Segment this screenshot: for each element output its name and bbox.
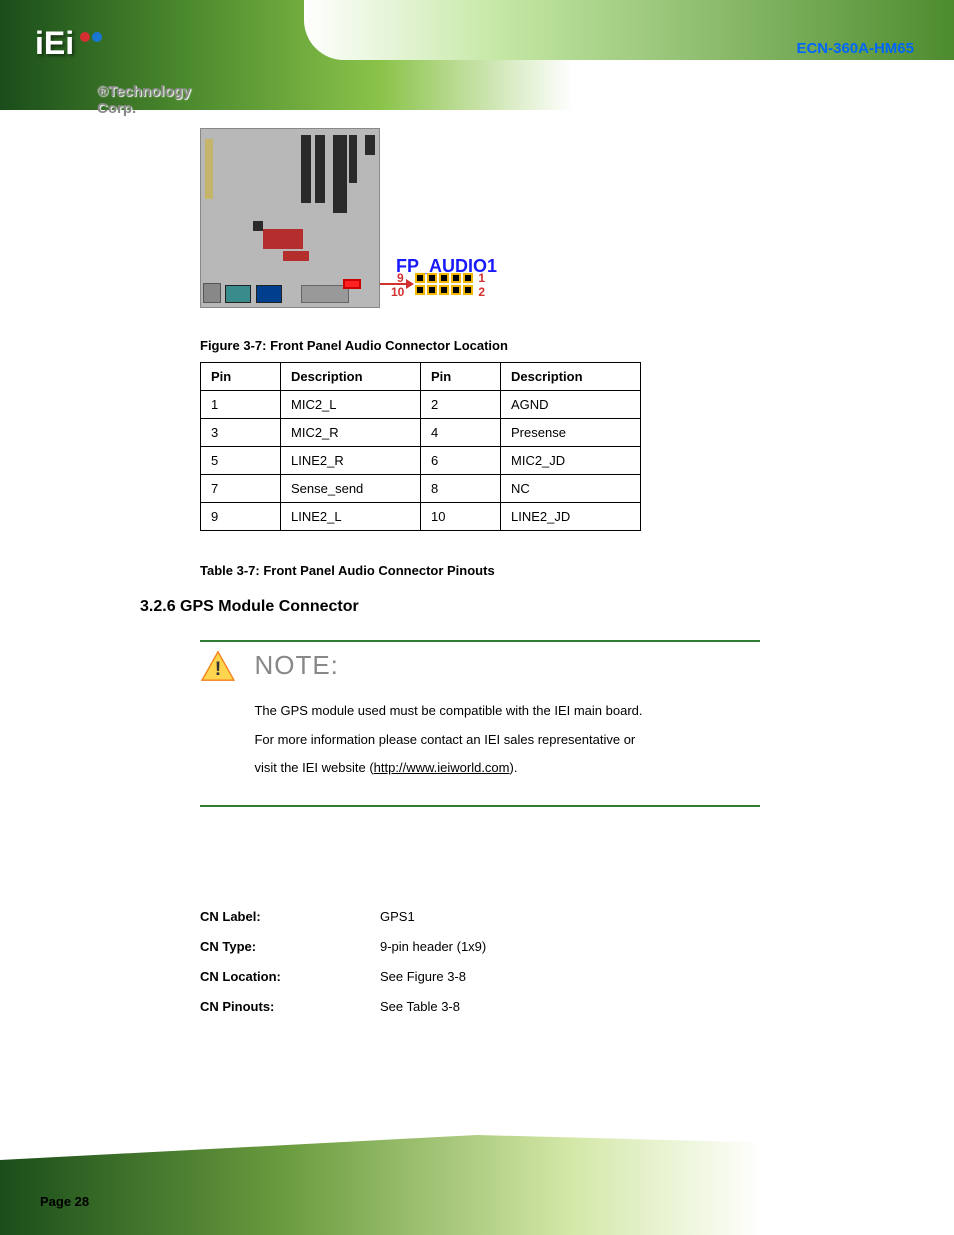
company-name: ®Technology Corp.	[97, 83, 215, 117]
table-cell: 10	[421, 503, 501, 531]
cn-row: CN Label:GPS1	[200, 902, 760, 932]
pin-num-2: 2	[478, 285, 485, 299]
table-cell: 1	[201, 391, 281, 419]
pin-diagram: 9 10 1 2	[415, 273, 473, 295]
th-pin-1: Pin	[201, 363, 281, 391]
table-header-row: Pin Description Pin Description	[201, 363, 641, 391]
cn-row: CN Type:9-pin header (1x9)	[200, 932, 760, 962]
pin-table-body: 1MIC2_L2AGND3MIC2_R4Presense5LINE2_R6MIC…	[201, 391, 641, 531]
board-figure: FP_AUDIO1 9 10 1 2	[200, 128, 510, 328]
cn-label: CN Pinouts:	[200, 992, 380, 1022]
pin-num-10: 10	[391, 285, 404, 299]
cn-value: See Table 3-8	[380, 992, 760, 1022]
table-row: 7Sense_send8NC	[201, 475, 641, 503]
th-pin-2: Pin	[421, 363, 501, 391]
logo-dots	[79, 29, 103, 47]
table-cell: Sense_send	[281, 475, 421, 503]
table-cell: Presense	[501, 419, 641, 447]
table-cell: LINE2_JD	[501, 503, 641, 531]
table-cell: MIC2_R	[281, 419, 421, 447]
cn-row: CN Pinouts:See Table 3-8	[200, 992, 760, 1022]
product-name: ECN-360A-HM65	[796, 40, 914, 57]
table-cell: MIC2_L	[281, 391, 421, 419]
note-box: ! NOTE: The GPS module used must be comp…	[200, 640, 760, 807]
board-diagram	[200, 128, 380, 308]
table-row: 9LINE2_L10LINE2_JD	[201, 503, 641, 531]
cn-label: CN Location:	[200, 962, 380, 992]
table-row: 3MIC2_R4Presense	[201, 419, 641, 447]
table-cell: 4	[421, 419, 501, 447]
table-row: 1MIC2_L2AGND	[201, 391, 641, 419]
pin-table: Pin Description Pin Description 1MIC2_L2…	[200, 362, 641, 531]
th-desc-2: Description	[501, 363, 641, 391]
table-cell: LINE2_L	[281, 503, 421, 531]
logo-text: iEi	[35, 25, 74, 62]
note-hr-top	[200, 640, 760, 642]
cn-label: CN Label:	[200, 902, 380, 932]
figure-caption: Figure 3-7: Front Panel Audio Connector …	[200, 338, 508, 353]
footer-banner	[0, 1110, 954, 1235]
section-number: 3.2.6	[140, 598, 176, 615]
table-cell: 9	[201, 503, 281, 531]
pin-num-1: 1	[478, 271, 485, 285]
th-desc-1: Description	[281, 363, 421, 391]
table-cell: 3	[201, 419, 281, 447]
cn-value: 9-pin header (1x9)	[380, 932, 760, 962]
pin-num-9: 9	[397, 271, 404, 285]
table-cell: 6	[421, 447, 501, 475]
section-name: GPS Module Connector	[180, 598, 359, 615]
page-number: Page 28	[40, 1194, 89, 1209]
connector-info-block: CN Label:GPS1CN Type:9-pin header (1x9)C…	[200, 902, 760, 1022]
table-cell: 5	[201, 447, 281, 475]
cn-value: See Figure 3-8	[380, 962, 760, 992]
connector-highlight	[343, 279, 361, 289]
table-cell: 2	[421, 391, 501, 419]
table-cell: LINE2_R	[281, 447, 421, 475]
cn-row: CN Location:See Figure 3-8	[200, 962, 760, 992]
section-title: 3.2.6 GPS Module Connector	[140, 598, 359, 616]
cn-value: GPS1	[380, 902, 760, 932]
warning-icon: !	[200, 650, 236, 682]
table-cell: 8	[421, 475, 501, 503]
table-cell: MIC2_JD	[501, 447, 641, 475]
note-hr-bottom	[200, 805, 760, 807]
svg-text:!: !	[215, 658, 222, 680]
table-cell: NC	[501, 475, 641, 503]
table-row: 5LINE2_R6MIC2_JD	[201, 447, 641, 475]
company-logo: iEi ®Technology Corp.	[35, 25, 215, 75]
note-text: The GPS module used must be compatible w…	[254, 697, 744, 783]
table-caption: Table 3-7: Front Panel Audio Connector P…	[200, 563, 495, 578]
cn-label: CN Type:	[200, 932, 380, 962]
note-title: NOTE:	[254, 650, 744, 681]
table-cell: 7	[201, 475, 281, 503]
note-url-link[interactable]: http://www.ieiworld.com	[374, 760, 510, 775]
note-content: NOTE: The GPS module used must be compat…	[254, 650, 744, 783]
table-cell: AGND	[501, 391, 641, 419]
